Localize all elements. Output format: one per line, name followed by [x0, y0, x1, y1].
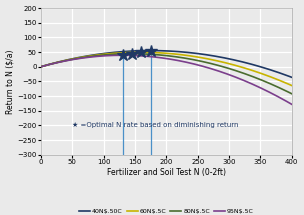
- Y-axis label: Return to N ($/a): Return to N ($/a): [5, 49, 15, 114]
- 40N$.50C: [283, 73, 286, 76]
- 95N$.5C: [283, 99, 286, 101]
- 95N$.5C: [154, 56, 158, 58]
- 95N$.5C: [161, 57, 165, 59]
- 60N$.5C: [290, 84, 294, 87]
- 40N$.50C: [154, 49, 158, 52]
- 80N$.5C: [161, 54, 165, 57]
- 40N$.50C: [283, 73, 286, 76]
- 80N$.5C: [283, 89, 286, 92]
- 95N$.5C: [52, 62, 56, 65]
- 95N$.5C: [39, 65, 43, 68]
- 80N$.5C: [290, 92, 294, 95]
- 60N$.5C: [161, 52, 165, 54]
- Line: 40N$.50C: 40N$.50C: [41, 51, 292, 77]
- 95N$.5C: [283, 99, 286, 101]
- 60N$.5C: [39, 65, 43, 68]
- X-axis label: Fertilizer and Soil Test N (0-2ft): Fertilizer and Soil Test N (0-2ft): [107, 168, 226, 177]
- Line: 60N$.5C: 60N$.5C: [41, 52, 292, 86]
- 80N$.5C: [130, 52, 134, 55]
- 60N$.5C: [139, 51, 142, 54]
- 40N$.50C: [52, 62, 56, 64]
- Legend: 40N$.50C, 60N$.5C, 80N$.5C, 95N$.5C: 40N$.50C, 60N$.5C, 80N$.5C, 95N$.5C: [76, 206, 256, 215]
- 80N$.5C: [39, 65, 43, 68]
- 60N$.5C: [283, 81, 286, 84]
- 95N$.5C: [121, 54, 125, 57]
- 40N$.50C: [149, 49, 153, 52]
- 60N$.5C: [237, 65, 240, 68]
- Line: 95N$.5C: 95N$.5C: [41, 55, 292, 104]
- 80N$.5C: [52, 62, 56, 65]
- 60N$.5C: [52, 62, 56, 64]
- 95N$.5C: [237, 77, 240, 80]
- 80N$.5C: [237, 70, 240, 73]
- 40N$.50C: [237, 60, 240, 62]
- 95N$.5C: [290, 103, 294, 106]
- 40N$.50C: [39, 65, 43, 68]
- 60N$.5C: [154, 51, 158, 54]
- Text: ★ =Optimal N rate based on diminishing return: ★ =Optimal N rate based on diminishing r…: [72, 122, 239, 128]
- 60N$.5C: [283, 81, 286, 84]
- 40N$.50C: [290, 76, 294, 79]
- 80N$.5C: [283, 89, 286, 92]
- 80N$.5C: [154, 53, 158, 56]
- Line: 80N$.5C: 80N$.5C: [41, 54, 292, 94]
- 40N$.50C: [161, 49, 165, 52]
